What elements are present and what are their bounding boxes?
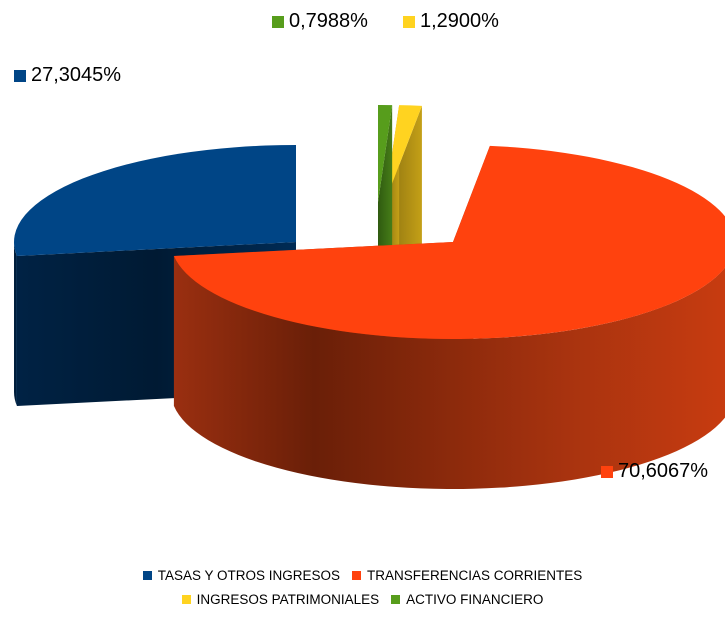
pie-slice-side-tasas <box>14 242 17 406</box>
pie-slice-top-activo <box>378 105 393 202</box>
pie-slice-top-tasas <box>14 145 296 256</box>
legend-swatch-activo <box>391 595 401 604</box>
data-label-transferencias-swatch <box>601 465 613 478</box>
data-label-patrimoniales: 1,2900% <box>403 10 499 33</box>
data-label-tasas-swatch <box>14 69 26 82</box>
legend-row-1: TASAS Y OTROS INGRESOS TRANSFERENCIAS CO… <box>0 568 725 583</box>
legend-swatch-tasas <box>142 571 152 580</box>
data-label-transferencias: 70,6067% <box>601 460 708 483</box>
legend-item-activo: ACTIVO FINANCIERO <box>391 592 543 607</box>
pie-slice-transferencias <box>173 145 725 489</box>
pie-slice-side-transferencias <box>173 255 725 489</box>
data-label-tasas: 27,3045% <box>14 64 121 87</box>
pie-slice-top-transferencias <box>173 145 725 339</box>
pie-slice-top-patrimoniales <box>385 105 422 202</box>
data-label-activo: 0,7988% <box>272 10 368 33</box>
legend-swatch-patrimoniales <box>181 595 191 604</box>
legend-item-transferencias: TRANSFERENCIAS CORRIENTES <box>352 568 582 583</box>
legend-item-tasas: TASAS Y OTROS INGRESOS <box>142 568 340 583</box>
legend-swatch-transferencias <box>352 571 361 580</box>
data-label-patrimoniales-swatch <box>403 15 415 28</box>
legend-row-2: INGRESOS PATRIMONIALES ACTIVO FINANCIERO <box>0 592 725 607</box>
data-label-activo-swatch <box>272 15 284 28</box>
legend-item-patrimoniales: INGRESOS PATRIMONIALES <box>181 592 379 607</box>
